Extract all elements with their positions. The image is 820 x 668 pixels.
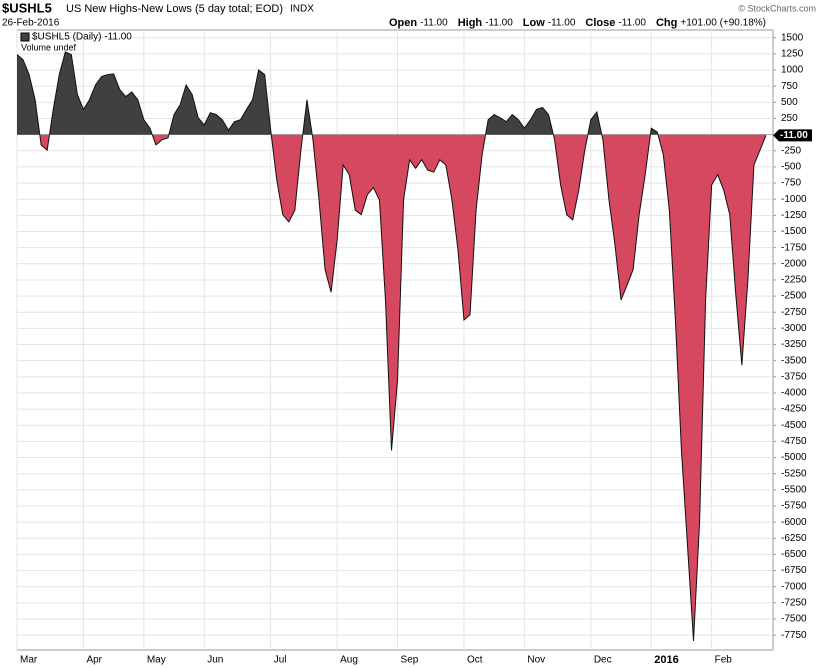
y-tick-label: -5500 xyxy=(781,484,807,495)
x-tick-label: Oct xyxy=(467,655,483,666)
y-tick-label: 750 xyxy=(781,81,798,92)
y-tick-label: -4500 xyxy=(781,420,807,431)
y-tick-label: -4000 xyxy=(781,388,807,399)
y-tick-label: -7750 xyxy=(781,630,807,641)
y-tick-label: -6000 xyxy=(781,517,807,528)
y-tick-label: -1250 xyxy=(781,210,807,221)
quote-value: -11.00 xyxy=(420,18,448,29)
credit: © StockCharts.com xyxy=(738,3,816,13)
x-tick-label: Jun xyxy=(207,655,223,666)
x-tick-label: Dec xyxy=(594,655,612,666)
quote-label: Open xyxy=(389,17,417,29)
y-tick-label: -6750 xyxy=(781,565,807,576)
y-tick-label: -6250 xyxy=(781,533,807,544)
y-tick-label: -2250 xyxy=(781,275,807,286)
y-tick-label: -6500 xyxy=(781,549,807,560)
y-tick-label: -2000 xyxy=(781,258,807,269)
y-tick-label: -7250 xyxy=(781,597,807,608)
y-tick-label: -1750 xyxy=(781,242,807,253)
legend-label: $USHL5 (Daily) -11.00 xyxy=(32,32,132,43)
y-tick-label: 250 xyxy=(781,113,798,124)
quote-label: Close xyxy=(585,17,615,29)
y-tick-label: -4250 xyxy=(781,404,807,415)
y-tick-label: 1000 xyxy=(781,65,804,76)
chart-title: $USHL5 xyxy=(2,0,52,15)
y-tick-label: -5250 xyxy=(781,468,807,479)
y-tick-label: -1000 xyxy=(781,194,807,205)
x-tick-label: Jul xyxy=(274,655,287,666)
x-tick-label: Aug xyxy=(340,655,358,666)
last-value-label: -11.00 xyxy=(780,130,808,141)
legend-swatch xyxy=(20,32,30,42)
volume-note: Volume undef xyxy=(21,42,77,52)
area xyxy=(17,51,766,641)
quote-value: -11.00 xyxy=(618,18,646,29)
y-tick-label: -5000 xyxy=(781,452,807,463)
y-tick-label: -7500 xyxy=(781,614,807,625)
x-tick-label: May xyxy=(147,655,166,666)
y-tick-label: -3250 xyxy=(781,339,807,350)
last-value-box xyxy=(773,129,812,142)
line xyxy=(17,51,767,641)
x-tick-label: Apr xyxy=(86,655,102,666)
chart-subtitle: US New Highs-New Lows (5 day total; EOD) xyxy=(66,3,283,15)
x-tick-label: Mar xyxy=(20,655,38,666)
y-tick-label: -250 xyxy=(781,145,801,156)
y-tick-label: -3000 xyxy=(781,323,807,334)
y-tick-label: -7000 xyxy=(781,581,807,592)
quote-label: Chg xyxy=(656,17,677,29)
y-tick-label: -4750 xyxy=(781,436,807,447)
quote-value: +101.00 (+90.18%) xyxy=(680,18,766,29)
y-tick-label: -2500 xyxy=(781,291,807,302)
x-tick-label: 2016 xyxy=(654,654,678,666)
quote-value: -11.00 xyxy=(548,18,576,29)
y-tick-label: 1250 xyxy=(781,49,804,60)
y-tick-label: -1500 xyxy=(781,226,807,237)
y-tick-label: -2750 xyxy=(781,307,807,318)
x-tick-label: Feb xyxy=(715,655,733,666)
y-tick-label: -3500 xyxy=(781,355,807,366)
date: 26-Feb-2016 xyxy=(2,18,60,29)
quote-label: Low xyxy=(523,17,545,29)
y-tick-label: -750 xyxy=(781,178,801,189)
y-tick-label: 1500 xyxy=(781,32,804,43)
y-tick-label: 500 xyxy=(781,97,798,108)
quote-label: High xyxy=(458,17,483,29)
x-tick-label: Sep xyxy=(401,655,419,666)
exchange: INDX xyxy=(290,4,314,15)
y-tick-label: -500 xyxy=(781,162,801,173)
quote-value: -11.00 xyxy=(485,18,513,29)
y-tick-label: -3750 xyxy=(781,371,807,382)
x-tick-label: Nov xyxy=(527,655,545,666)
y-tick-label: -5750 xyxy=(781,501,807,512)
